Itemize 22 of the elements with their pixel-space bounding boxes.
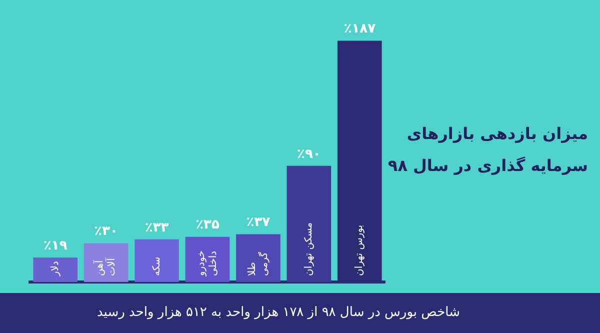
data-label: ٪۹۰ <box>297 146 321 162</box>
bar <box>185 236 230 282</box>
x-tick-label: آهن آلات <box>92 256 118 276</box>
data-label: ٪۱۹ <box>43 238 68 254</box>
bar <box>286 166 332 282</box>
text: میزان بازدهی بازارهای سرمایه گذاری در سال ۹۸ <box>386 123 588 177</box>
x-tick-label: سکه <box>151 256 162 276</box>
data-label: ٪۳۵ <box>196 218 220 233</box>
x-tick-label: طلا گرمی <box>246 252 270 276</box>
x-tick-label: دلار <box>50 261 61 277</box>
x-tick-label: مسکن تهران <box>304 222 315 276</box>
text: شاخص بورس در سال ۹۸ از ۱۷۸ هزار واحد به ۵۱۲ هزار واحد رسید <box>0 290 600 333</box>
data-label: ٪۳۷ <box>246 215 270 230</box>
bar <box>236 234 280 282</box>
bar <box>134 239 179 282</box>
bar <box>84 243 128 282</box>
data-label: ٪۳۳ <box>144 220 169 236</box>
x-tick-label: بورس تهران <box>354 224 366 276</box>
bar <box>33 257 78 282</box>
data-label: ٪۱۸۷ <box>344 22 376 37</box>
x-tick-label: خودرو داخلی <box>196 250 220 277</box>
data-label: ٪۳۰ <box>94 224 118 240</box>
